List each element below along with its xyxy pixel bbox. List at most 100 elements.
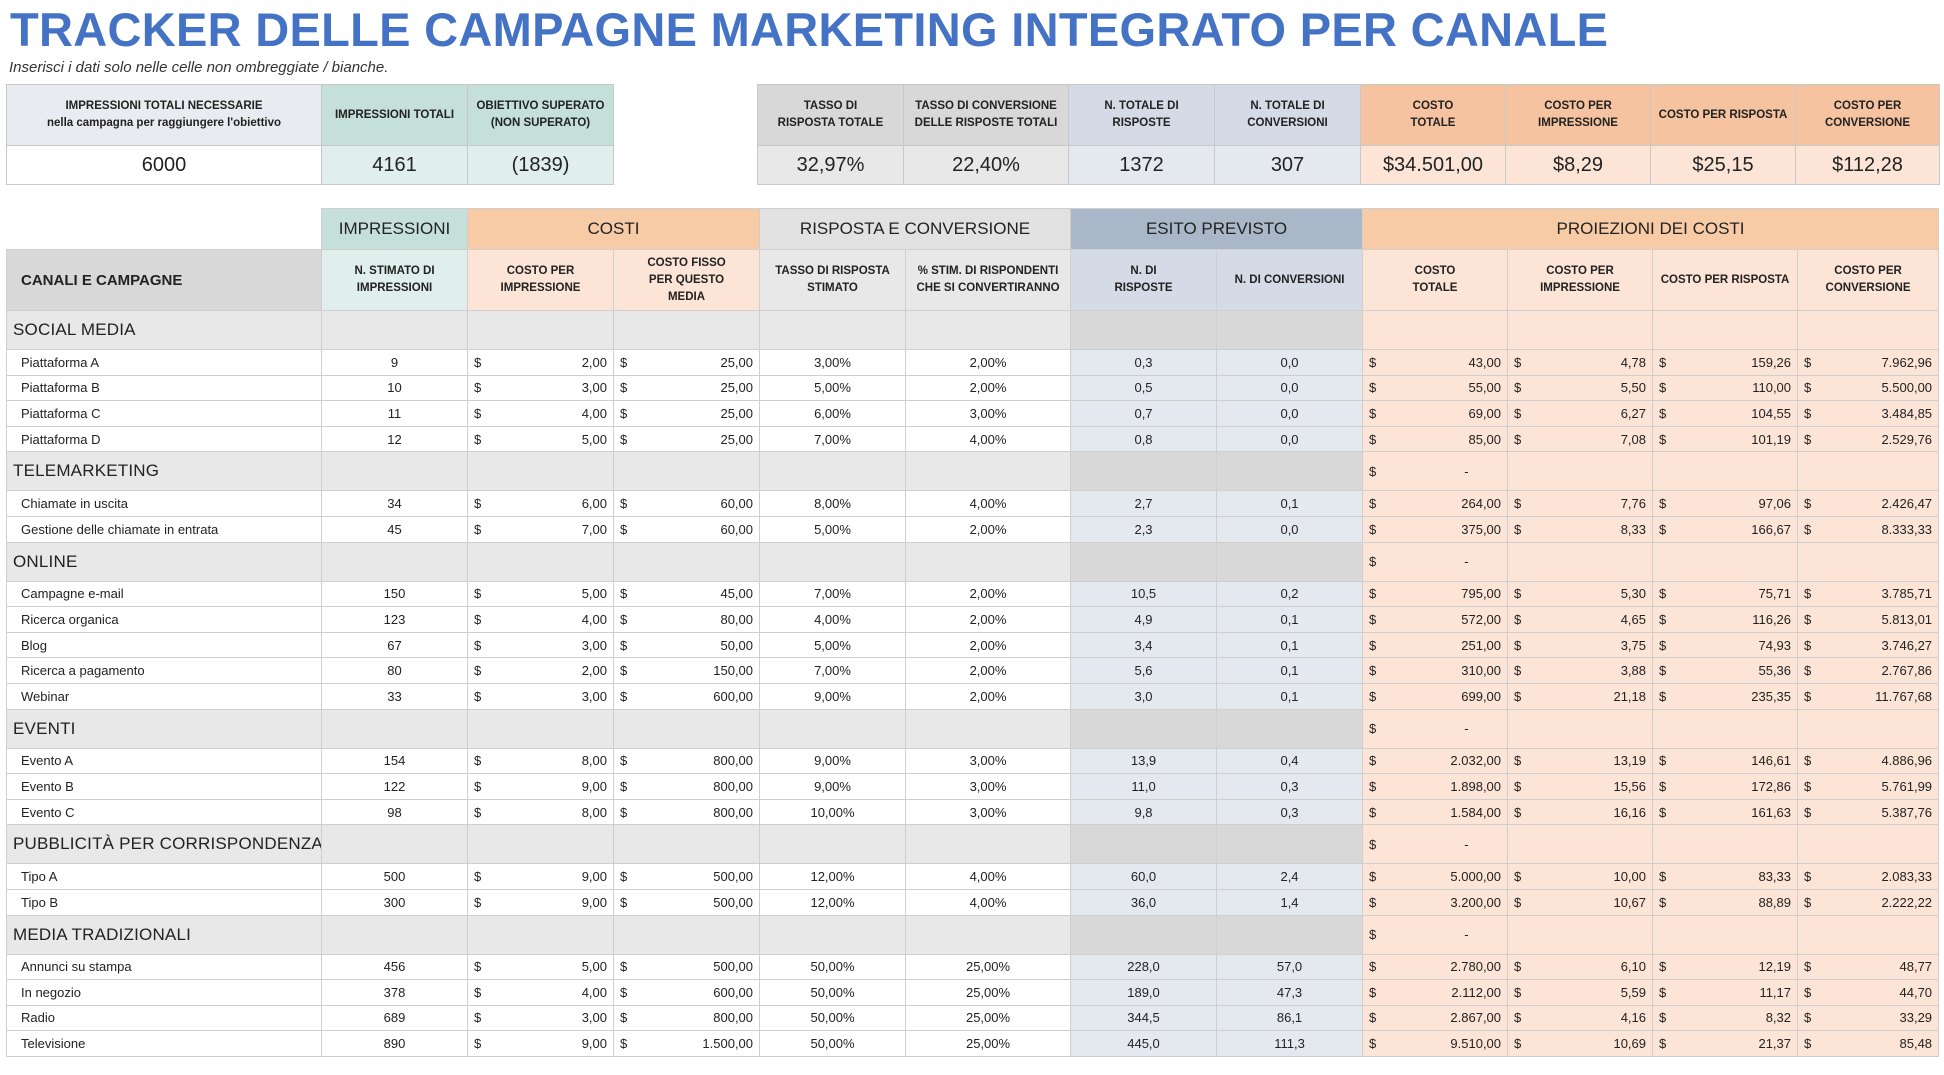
cost-per-impression-cell[interactable]: $8,00 — [467, 798, 614, 826]
campaign-name[interactable]: Piattaforma B — [6, 374, 322, 402]
campaign-name[interactable]: Televisione — [6, 1030, 322, 1057]
est-impressions-cell[interactable]: 45 — [321, 515, 468, 543]
est-conversion-pct-cell[interactable]: 2,00% — [905, 349, 1072, 376]
campaign-name[interactable]: Piattaforma A — [6, 349, 322, 376]
section-name[interactable]: SOCIAL MEDIA — [6, 310, 322, 350]
fixed-cost-cell[interactable]: $500,00 — [612, 888, 761, 916]
cost-per-impression-cell[interactable]: $2,00 — [467, 657, 614, 684]
section-name[interactable]: ONLINE — [6, 541, 322, 582]
section-name[interactable]: PUBBLICITÀ PER CORRISPONDENZA — [6, 824, 322, 865]
cost-per-impression-cell[interactable]: $3,00 — [467, 1004, 614, 1032]
est-impressions-cell[interactable]: 689 — [321, 1004, 468, 1032]
est-conversion-pct-cell[interactable]: 3,00% — [905, 798, 1072, 826]
cost-per-impression-cell[interactable]: $3,00 — [467, 374, 614, 402]
campaign-name[interactable]: Ricerca organica — [6, 606, 322, 633]
campaign-name[interactable]: Webinar — [6, 682, 322, 710]
est-response-rate-cell[interactable]: 6,00% — [759, 400, 907, 427]
est-impressions-cell[interactable]: 154 — [321, 747, 468, 775]
fixed-cost-cell[interactable]: $25,00 — [612, 374, 761, 402]
est-response-rate-cell[interactable]: 7,00% — [759, 425, 907, 453]
campaign-name[interactable]: Tipo A — [6, 863, 322, 890]
est-response-rate-cell[interactable]: 50,00% — [759, 953, 907, 981]
campaign-name[interactable]: Annunci su stampa — [6, 953, 322, 981]
est-conversion-pct-cell[interactable]: 25,00% — [905, 979, 1072, 1006]
est-impressions-cell[interactable]: 11 — [321, 400, 468, 427]
est-impressions-cell[interactable]: 890 — [321, 1030, 468, 1057]
fixed-cost-cell[interactable]: $60,00 — [612, 490, 761, 517]
cost-per-impression-cell[interactable]: $5,00 — [467, 580, 614, 608]
est-response-rate-cell[interactable]: 5,00% — [759, 374, 907, 402]
est-conversion-pct-cell[interactable]: 25,00% — [905, 953, 1072, 981]
est-response-rate-cell[interactable]: 10,00% — [759, 798, 907, 826]
est-conversion-pct-cell[interactable]: 2,00% — [905, 606, 1072, 633]
est-response-rate-cell[interactable]: 50,00% — [759, 1030, 907, 1057]
required-impressions-input[interactable]: 6000 — [6, 145, 322, 185]
campaign-name[interactable]: Radio — [6, 1004, 322, 1032]
est-impressions-cell[interactable]: 300 — [321, 888, 468, 916]
est-conversion-pct-cell[interactable]: 2,00% — [905, 631, 1072, 659]
est-impressions-cell[interactable]: 67 — [321, 631, 468, 659]
est-response-rate-cell[interactable]: 12,00% — [759, 863, 907, 890]
est-impressions-cell[interactable]: 456 — [321, 953, 468, 981]
cost-per-impression-cell[interactable]: $6,00 — [467, 490, 614, 517]
fixed-cost-cell[interactable]: $800,00 — [612, 1004, 761, 1032]
campaign-name[interactable]: Piattaforma D — [6, 425, 322, 453]
cost-per-impression-cell[interactable]: $9,00 — [467, 888, 614, 916]
cost-per-impression-cell[interactable]: $4,00 — [467, 979, 614, 1006]
cost-per-impression-cell[interactable]: $9,00 — [467, 773, 614, 800]
est-conversion-pct-cell[interactable]: 25,00% — [905, 1030, 1072, 1057]
est-response-rate-cell[interactable]: 7,00% — [759, 657, 907, 684]
est-conversion-pct-cell[interactable]: 2,00% — [905, 374, 1072, 402]
campaign-name[interactable]: Evento C — [6, 798, 322, 826]
cost-per-impression-cell[interactable]: $9,00 — [467, 863, 614, 890]
campaign-name[interactable]: In negozio — [6, 979, 322, 1006]
est-response-rate-cell[interactable]: 4,00% — [759, 606, 907, 633]
fixed-cost-cell[interactable]: $45,00 — [612, 580, 761, 608]
est-conversion-pct-cell[interactable]: 4,00% — [905, 888, 1072, 916]
fixed-cost-cell[interactable]: $25,00 — [612, 425, 761, 453]
est-impressions-cell[interactable]: 10 — [321, 374, 468, 402]
section-name[interactable]: EVENTI — [6, 708, 322, 749]
est-impressions-cell[interactable]: 123 — [321, 606, 468, 633]
fixed-cost-cell[interactable]: $500,00 — [612, 863, 761, 890]
est-response-rate-cell[interactable]: 8,00% — [759, 490, 907, 517]
est-impressions-cell[interactable]: 98 — [321, 798, 468, 826]
fixed-cost-cell[interactable]: $600,00 — [612, 979, 761, 1006]
est-conversion-pct-cell[interactable]: 4,00% — [905, 863, 1072, 890]
est-response-rate-cell[interactable]: 5,00% — [759, 631, 907, 659]
campaign-name[interactable]: Gestione delle chiamate in entrata — [6, 515, 322, 543]
fixed-cost-cell[interactable]: $800,00 — [612, 773, 761, 800]
campaign-name[interactable]: Tipo B — [6, 888, 322, 916]
cost-per-impression-cell[interactable]: $4,00 — [467, 606, 614, 633]
cost-per-impression-cell[interactable]: $5,00 — [467, 953, 614, 981]
est-response-rate-cell[interactable]: 3,00% — [759, 349, 907, 376]
est-impressions-cell[interactable]: 12 — [321, 425, 468, 453]
est-conversion-pct-cell[interactable]: 2,00% — [905, 682, 1072, 710]
campaign-name[interactable]: Chiamate in uscita — [6, 490, 322, 517]
section-name[interactable]: MEDIA TRADIZIONALI — [6, 914, 322, 955]
fixed-cost-cell[interactable]: $1.500,00 — [612, 1030, 761, 1057]
est-impressions-cell[interactable]: 500 — [321, 863, 468, 890]
est-response-rate-cell[interactable]: 9,00% — [759, 682, 907, 710]
est-conversion-pct-cell[interactable]: 25,00% — [905, 1004, 1072, 1032]
est-conversion-pct-cell[interactable]: 2,00% — [905, 580, 1072, 608]
est-response-rate-cell[interactable]: 5,00% — [759, 515, 907, 543]
est-impressions-cell[interactable]: 33 — [321, 682, 468, 710]
est-impressions-cell[interactable]: 150 — [321, 580, 468, 608]
est-response-rate-cell[interactable]: 50,00% — [759, 1004, 907, 1032]
est-response-rate-cell[interactable]: 9,00% — [759, 747, 907, 775]
est-response-rate-cell[interactable]: 12,00% — [759, 888, 907, 916]
fixed-cost-cell[interactable]: $25,00 — [612, 349, 761, 376]
est-conversion-pct-cell[interactable]: 2,00% — [905, 515, 1072, 543]
est-response-rate-cell[interactable]: 9,00% — [759, 773, 907, 800]
fixed-cost-cell[interactable]: $60,00 — [612, 515, 761, 543]
est-conversion-pct-cell[interactable]: 3,00% — [905, 400, 1072, 427]
campaign-name[interactable]: Evento B — [6, 773, 322, 800]
est-conversion-pct-cell[interactable]: 2,00% — [905, 657, 1072, 684]
fixed-cost-cell[interactable]: $800,00 — [612, 798, 761, 826]
est-response-rate-cell[interactable]: 50,00% — [759, 979, 907, 1006]
cost-per-impression-cell[interactable]: $8,00 — [467, 747, 614, 775]
fixed-cost-cell[interactable]: $150,00 — [612, 657, 761, 684]
est-conversion-pct-cell[interactable]: 4,00% — [905, 490, 1072, 517]
campaign-name[interactable]: Piattaforma C — [6, 400, 322, 427]
